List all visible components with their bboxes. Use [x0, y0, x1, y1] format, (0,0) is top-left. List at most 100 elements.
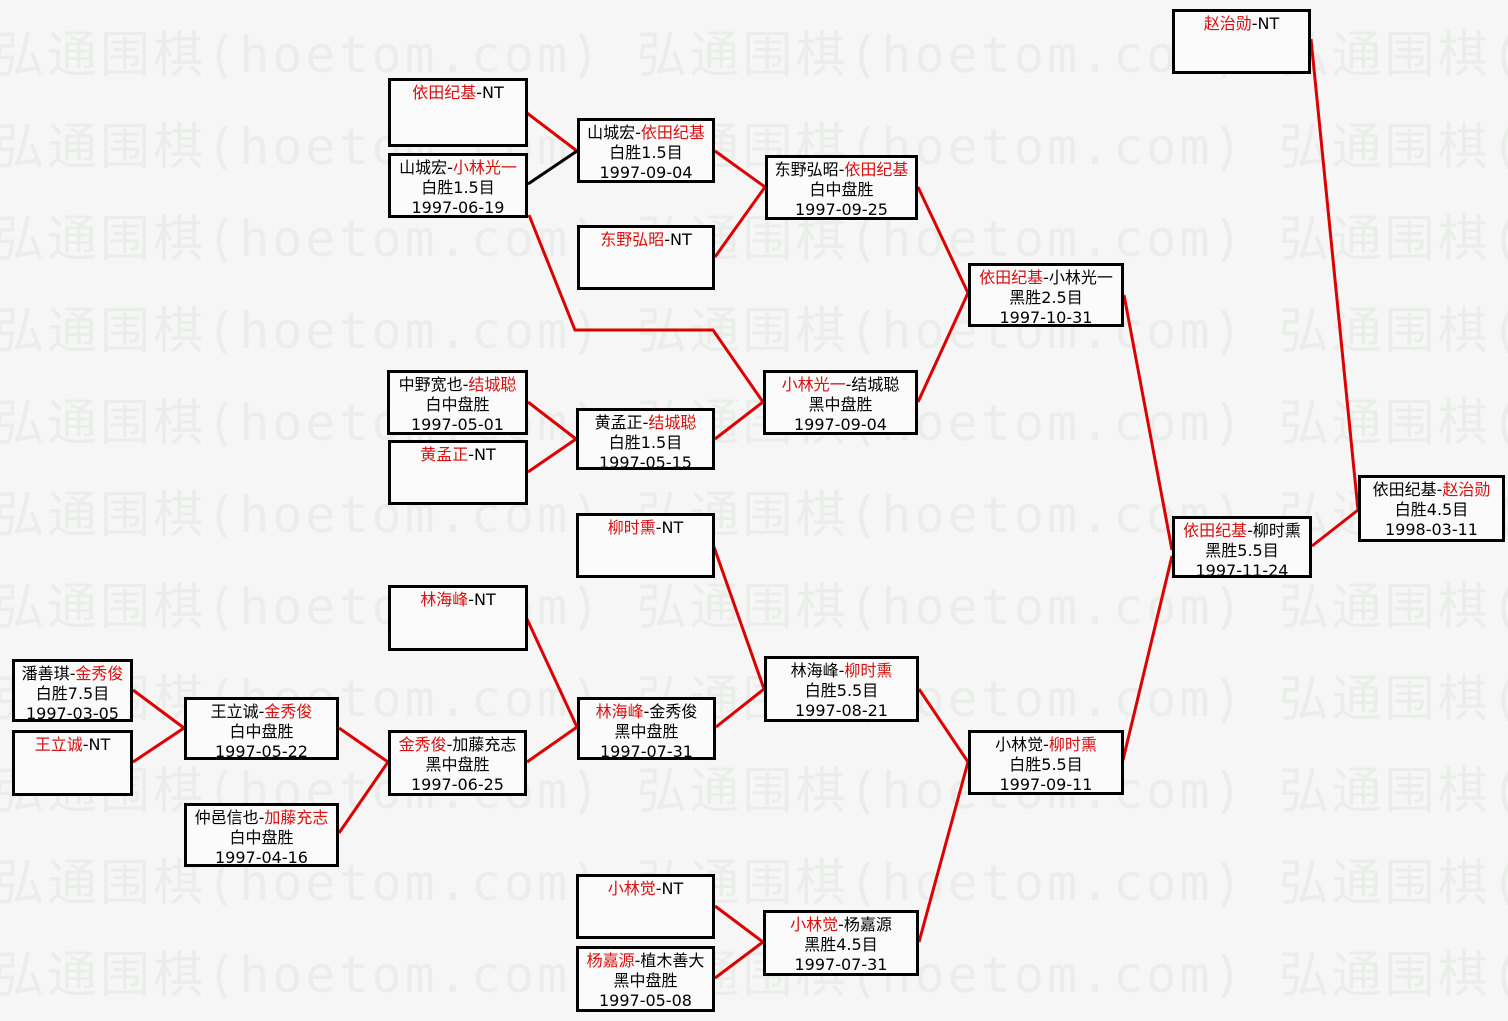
player-name: -结城聪	[845, 375, 900, 394]
match-date: 1997-09-11	[999, 775, 1093, 794]
match-date: 1997-05-15	[599, 453, 692, 470]
player-name: 仲邑信也-	[194, 808, 265, 827]
match-players: 林海峰-柳时熏	[767, 661, 916, 681]
winner-name: 柳时熏	[1048, 735, 1097, 754]
match-box-rin-ryu: 林海峰-柳时熏 白胜5.5目 1997-08-21	[764, 656, 919, 722]
match-players: 黄孟正-NT	[391, 445, 525, 465]
match-players: 小林觉-NT	[579, 879, 712, 899]
winner-name: 依田纪基	[412, 83, 477, 102]
player-name: 小林觉-	[995, 735, 1049, 754]
watermark-text: 弘通围棋(hoetom.com) 弘通围棋(hoetom.com) 弘通围棋(h…	[0, 578, 1508, 636]
player-name: 东野弘昭-	[774, 160, 845, 179]
player-name: -NT	[655, 879, 684, 898]
player-name: 依田纪基-	[1372, 480, 1443, 499]
connector-tono-yoda__yoda-kobayashikoichi	[916, 186, 970, 294]
match-players: 中野宽也-结城聪	[390, 375, 525, 395]
winner-name: 王立诚	[34, 735, 83, 754]
match-result: 白中盘胜	[425, 395, 490, 414]
match-box-yamashiro-kobayashikoichi: 山城宏-小林光一 白胜1.5目 1997-06-19	[388, 153, 528, 218]
match-result: 黑胜2.5目	[1009, 288, 1083, 307]
match-date: 1997-08-21	[795, 701, 888, 720]
winner-name: 杨嘉源	[586, 951, 635, 970]
player-name: 黄孟正-	[594, 413, 649, 432]
winner-name: 小林光一	[452, 158, 517, 177]
match-box-wang-bye: 王立诚-NT	[12, 730, 133, 796]
winner-name: 黄孟正	[420, 445, 469, 464]
player-name: -金秀俊	[643, 702, 698, 721]
match-players: 黄孟正-结城聪	[579, 413, 712, 433]
watermark-text: 弘通围棋(hoetom.com) 弘通围棋(hoetom.com) 弘通围棋(h…	[0, 302, 1508, 360]
match-players: 王立诚-金秀俊	[187, 702, 336, 722]
match-box-rin-kim: 林海峰-金秀俊 黑中盘胜 1997-07-31	[577, 697, 716, 760]
winner-name: 东野弘昭	[600, 230, 665, 249]
player-name: -加藤充志	[446, 735, 517, 754]
match-box-ryu-bye: 柳时熏-NT	[576, 513, 715, 578]
winner-name: 小林光一	[781, 375, 846, 394]
winner-name: 金秀俊	[398, 735, 447, 754]
match-date: 1997-09-25	[795, 200, 888, 219]
connector-huang-yuki__kobayashikoichi-yuki	[714, 400, 764, 441]
match-result: 黑中盘胜	[425, 755, 490, 774]
match-box-yoda-cho: 依田纪基-赵治勋 白胜4.5目 1998-03-11	[1358, 475, 1505, 542]
match-players: 东野弘昭-NT	[580, 230, 712, 250]
match-box-yamashiro-yoda: 山城宏-依田纪基 白胜1.5目 1997-09-04	[577, 118, 715, 183]
winner-name: 赵治勋	[1203, 14, 1252, 33]
connector-rin-bye__rin-kim	[525, 618, 579, 728]
match-box-kobayashikoichi-yuki: 小林光一-结城聪 黑中盘胜 1997-09-04	[763, 370, 918, 435]
player-name: -柳时熏	[1247, 521, 1301, 540]
match-box-kobayashisatoru-ryu: 小林觉-柳时熏 白胜5.5目 1997-09-11	[968, 730, 1124, 795]
connector-kobayashisatoru-bye__kobayashisatoru-yang	[714, 904, 764, 944]
match-players: 小林觉-柳时熏	[971, 735, 1121, 755]
winner-name: 结城聪	[648, 413, 697, 432]
match-result: 白胜4.5目	[1394, 500, 1469, 519]
match-date: 1997-06-19	[411, 198, 505, 217]
match-result: 黑中盘胜	[614, 722, 679, 741]
match-result: 白胜1.5目	[609, 143, 683, 162]
match-date: 1997-05-08	[599, 991, 692, 1010]
match-date: 1997-11-24	[1195, 561, 1289, 578]
winner-name: 加藤充志	[264, 808, 329, 827]
match-result: 黑胜4.5目	[804, 935, 878, 954]
watermark-text: 弘通围棋(hoetom.com) 弘通围棋(hoetom.com) 弘通围棋(h…	[0, 394, 1508, 452]
connector-wang-kim__kim-kato	[338, 726, 389, 764]
match-date: 1998-03-11	[1385, 520, 1478, 539]
match-box-yoda-ryu: 依田纪基-柳时熏 黑胜5.5目 1997-11-24	[1172, 516, 1312, 578]
connector-tono-bye__tono-yoda	[713, 186, 767, 258]
player-name: -NT	[468, 445, 496, 464]
match-box-pan-kim: 潘善琪-金秀俊 白胜7.5目 1997-03-05	[12, 659, 133, 722]
player-name: 林海峰-	[790, 661, 845, 680]
match-players: 山城宏-小林光一	[391, 158, 525, 178]
match-date: 1997-03-05	[26, 704, 119, 722]
winner-name: 小林觉	[790, 915, 839, 934]
player-name: 王立诚-	[210, 702, 265, 721]
connector-ryu-bye__rin-ryu	[712, 546, 766, 690]
match-box-tono-bye: 东野弘昭-NT	[577, 225, 715, 290]
winner-name: 柳时熏	[844, 661, 893, 680]
winner-name: 柳时熏	[607, 518, 656, 537]
match-box-nakamura-kato: 仲邑信也-加藤充志 白中盘胜 1997-04-16	[184, 803, 339, 867]
connector-yoda-bye__yamashiro-yoda	[526, 111, 578, 153]
watermark-text: 弘通围棋(hoetom.com) 弘通围棋(hoetom.com) 弘通围棋(h…	[0, 118, 1508, 176]
match-result: 白中盘胜	[229, 828, 294, 847]
match-result: 黑胜5.5目	[1205, 541, 1279, 560]
match-result: 白中盘胜	[229, 722, 294, 741]
winner-name: 小林觉	[607, 879, 656, 898]
connector-rin-kim__rin-ryu	[715, 687, 765, 729]
match-date: 1997-04-16	[215, 848, 308, 867]
connector-yamashiro-yoda__tono-yoda	[714, 149, 766, 189]
player-name: -NT	[476, 83, 504, 102]
connector-yamashiro-kobayashikoichi__yamashiro-yoda	[527, 149, 578, 186]
match-players: 依田纪基-小林光一	[971, 268, 1121, 288]
connector-nakamura-kato__kim-kato	[337, 761, 390, 834]
winner-name: 结城聪	[468, 375, 517, 394]
match-players: 林海峰-金秀俊	[580, 702, 713, 722]
match-box-yang-ueki: 杨嘉源-植木善大 黑中盘胜 1997-05-08	[576, 946, 715, 1012]
match-box-yoda-bye: 依田纪基-NT	[388, 78, 528, 147]
connector-pan-kim__wang-kim	[132, 688, 185, 730]
player-name: -NT	[82, 735, 111, 754]
match-box-huang-yuki: 黄孟正-结城聪 白胜1.5目 1997-05-15	[576, 408, 715, 470]
match-date: 1997-09-04	[794, 415, 887, 434]
player-name: -NT	[468, 590, 496, 609]
match-box-wang-kim: 王立诚-金秀俊 白中盘胜 1997-05-22	[184, 697, 339, 760]
match-players: 东野弘昭-依田纪基	[768, 160, 915, 180]
